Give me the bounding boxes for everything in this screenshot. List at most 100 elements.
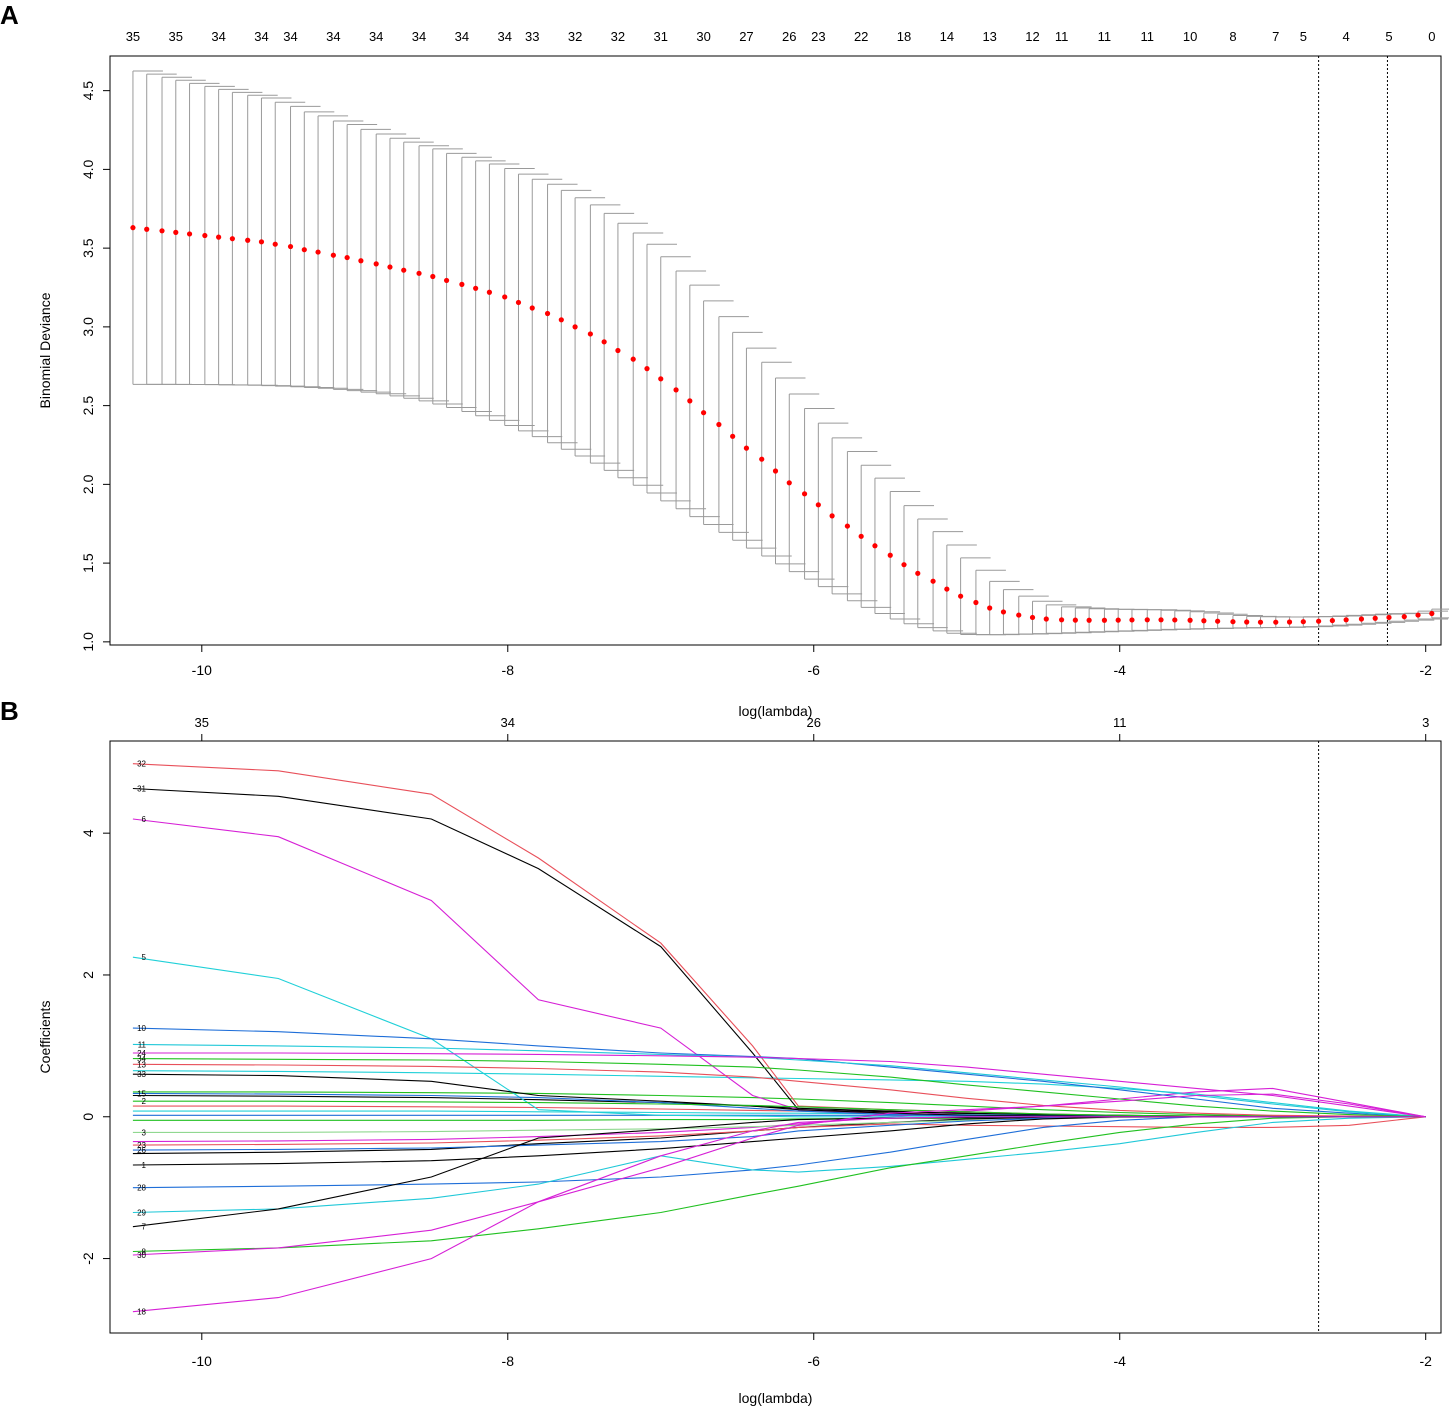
- deviance-point: [1043, 616, 1049, 622]
- deviance-point: [430, 273, 436, 280]
- deviance-point: [544, 310, 551, 317]
- top-axis-label: 11: [1098, 29, 1112, 44]
- coefficient-label: 18: [137, 1308, 146, 1317]
- deviance-point: [815, 502, 821, 508]
- x-tick-label: -10: [192, 662, 212, 678]
- top-axis-label: 32: [568, 29, 582, 44]
- deviance-point: [373, 261, 379, 267]
- deviance-point: [1343, 617, 1349, 623]
- coefficient-label: 7: [142, 1223, 147, 1232]
- y-tick-label: 2: [80, 971, 96, 979]
- coefficient-path: [132, 956, 1426, 1118]
- deviance-point: [1415, 612, 1421, 618]
- top-axis-label: 31: [654, 29, 668, 44]
- deviance-point: [1086, 617, 1092, 623]
- y-tick-label: 2.0: [80, 474, 96, 494]
- deviance-point: [1158, 617, 1164, 623]
- deviance-point: [272, 241, 278, 247]
- top-axis-label: 34: [497, 29, 511, 44]
- deviance-point: [743, 445, 750, 451]
- y-tick-label: 0: [80, 1113, 96, 1121]
- top-axis-label: 11: [1113, 715, 1127, 730]
- y-tick-label: 1.0: [80, 632, 96, 652]
- deviance-point: [958, 593, 964, 599]
- top-axis-label: 22: [854, 29, 868, 44]
- deviance-point: [700, 410, 707, 416]
- coefficient-label: 24: [137, 1049, 146, 1058]
- deviance-point: [1072, 617, 1078, 623]
- x-tick-label: -10: [192, 1353, 212, 1369]
- x-tick-label: -2: [1419, 662, 1432, 678]
- deviance-point: [1300, 619, 1306, 625]
- x-axis-title: log(lambda): [739, 1390, 813, 1406]
- deviance-point: [1429, 610, 1435, 617]
- deviance-point: [558, 317, 564, 323]
- deviance-point: [1000, 609, 1007, 615]
- deviance-point: [1172, 617, 1178, 623]
- deviance-point: [1386, 614, 1392, 621]
- top-axis-label: 5: [1300, 29, 1307, 44]
- x-axis-title: log(lambda): [739, 703, 813, 719]
- top-axis-label: 11: [1055, 29, 1069, 44]
- deviance-point: [786, 480, 792, 486]
- deviance-point: [258, 239, 265, 245]
- top-axis-label: 11: [1141, 29, 1155, 44]
- deviance-point: [301, 247, 307, 253]
- coefficient-path: [132, 1116, 1426, 1253]
- deviance-point: [159, 228, 165, 234]
- coefficient-label: 10: [137, 1024, 146, 1033]
- top-axis-label: 14: [940, 29, 954, 44]
- top-axis-label: 8: [1229, 29, 1236, 44]
- deviance-point: [344, 254, 350, 261]
- top-axis-label: 34: [369, 29, 383, 44]
- top-axis-label: 34: [326, 29, 340, 44]
- coefficient-path: [132, 1116, 1426, 1313]
- deviance-point: [858, 533, 864, 539]
- y-tick-label: 3.5: [80, 238, 96, 258]
- coefficient-label: 33: [137, 1070, 146, 1079]
- deviance-point: [844, 523, 851, 529]
- deviance-point: [1244, 619, 1250, 625]
- deviance-point: [315, 249, 321, 255]
- deviance-point: [944, 586, 950, 592]
- deviance-point: [587, 331, 593, 337]
- deviance-point: [287, 243, 294, 250]
- coefficient-label: 11: [138, 1040, 147, 1049]
- deviance-point: [486, 289, 493, 295]
- deviance-point: [173, 229, 179, 235]
- deviance-point: [1329, 617, 1335, 624]
- deviance-point: [1144, 617, 1150, 623]
- top-axis-label: 0: [1428, 29, 1435, 44]
- coefficient-path: [132, 1070, 1426, 1118]
- top-axis-label: 30: [696, 29, 710, 44]
- y-tick-label: 3.0: [80, 317, 96, 337]
- x-tick-label: -8: [502, 1353, 515, 1369]
- coefficient-label: 23: [137, 1141, 146, 1150]
- deviance-point: [443, 277, 450, 284]
- deviance-point: [186, 231, 193, 237]
- x-tick-label: -8: [502, 662, 515, 678]
- deviance-point: [759, 456, 765, 462]
- deviance-point: [601, 339, 607, 345]
- y-tick-label: -2: [80, 1252, 96, 1265]
- deviance-point: [1115, 617, 1121, 623]
- top-axis-label: 4: [1343, 29, 1350, 44]
- deviance-point: [358, 258, 364, 264]
- deviance-point: [801, 491, 808, 497]
- plot-frame: [109, 55, 1442, 646]
- deviance-point: [772, 468, 779, 474]
- coefficient-label: 34: [137, 1055, 146, 1064]
- top-axis-label: 35: [126, 29, 140, 44]
- top-axis-label: 10: [1183, 29, 1197, 44]
- top-axis-label: 34: [283, 29, 297, 44]
- coefficient-label: 2: [142, 1097, 147, 1106]
- deviance-point: [1286, 619, 1293, 625]
- deviance-point: [459, 281, 465, 287]
- deviance-point: [687, 398, 693, 404]
- y-tick-label: 4.5: [80, 81, 96, 101]
- plot-frame: [109, 740, 1442, 1334]
- deviance-point: [644, 366, 650, 372]
- deviance-point: [515, 299, 522, 306]
